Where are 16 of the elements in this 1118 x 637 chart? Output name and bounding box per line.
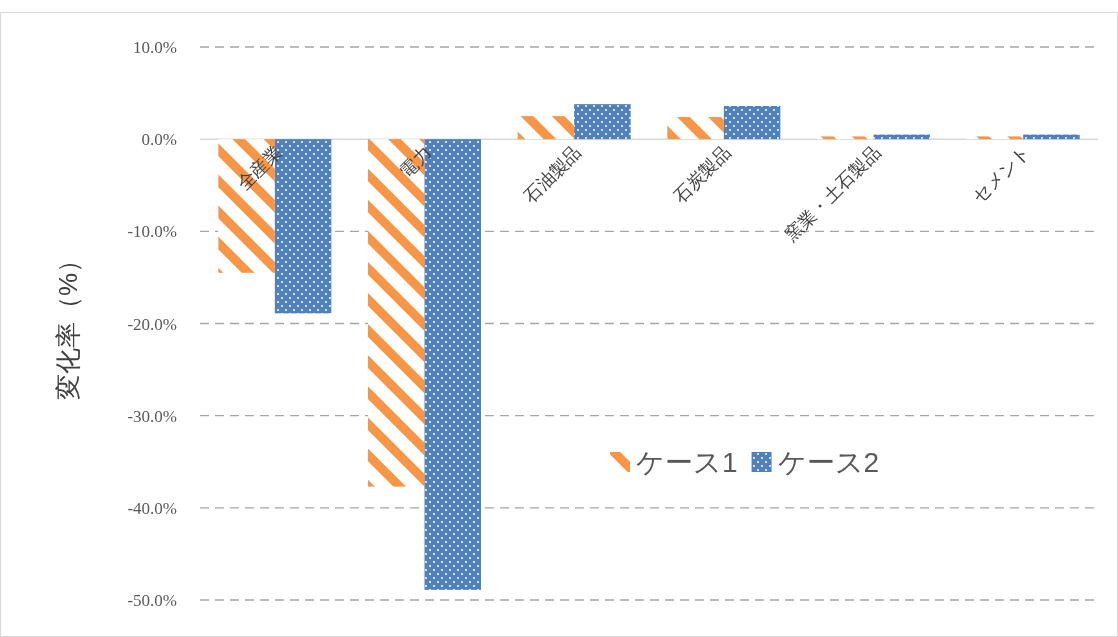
x-tick-label: セメント: [968, 141, 1034, 207]
y-tick-label: -30.0%: [127, 406, 177, 426]
legend-label: ケース2: [777, 447, 880, 478]
y-axis-title: 変化率（%）: [53, 246, 83, 401]
y-tick-label: -50.0%: [127, 591, 177, 610]
x-tick-label: 全産業: [233, 141, 286, 195]
y-tick-label: 0.0%: [141, 130, 177, 150]
y-tick-label: -10.0%: [127, 222, 177, 242]
y-tick-label: 10.0%: [133, 38, 177, 57]
x-tick-label: 電力: [395, 141, 436, 182]
y-tick-label: -40.0%: [127, 498, 177, 518]
x-tick-label: 窯業・土石製品: [781, 141, 885, 246]
legend-label: ケース1: [636, 447, 738, 478]
x-tick-label: 石炭製品: [669, 141, 735, 207]
y-tick-label: -20.0%: [127, 314, 177, 334]
x-tick-label: 石油製品: [519, 141, 585, 207]
